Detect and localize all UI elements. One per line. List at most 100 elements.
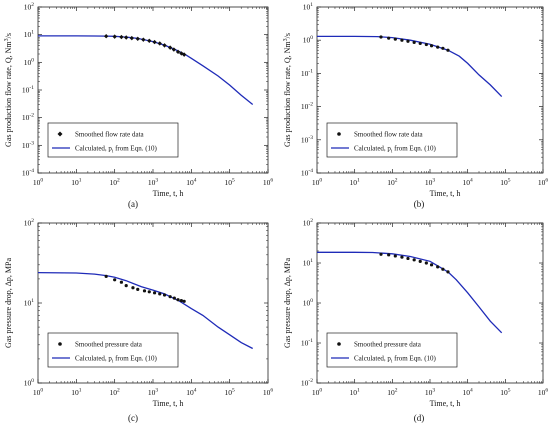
x-tick-label: 104: [186, 178, 197, 188]
x-tick-label: 106: [538, 178, 549, 188]
tick-exponent: 3: [155, 178, 158, 184]
y-axis-label-tail: /s: [4, 33, 13, 38]
tick-base: 10: [312, 178, 320, 187]
legend-label-main: Calculated, p: [75, 355, 112, 363]
data-point: [104, 274, 108, 279]
tick-base: 10: [538, 388, 546, 397]
y-tick-label: 10-1: [22, 85, 34, 95]
data-point: [379, 252, 383, 256]
data-point: [393, 37, 397, 41]
tick-base: 10: [350, 388, 358, 397]
legend-label-tail: from Eqn. (10): [113, 145, 157, 153]
data-point: [400, 38, 404, 42]
tick-exponent: 2: [395, 178, 398, 184]
tick-base: 10: [387, 388, 395, 397]
data-point: [441, 267, 445, 271]
x-tick-label: 101: [71, 388, 82, 398]
data-point: [406, 39, 410, 43]
panel-label: (d): [414, 413, 425, 423]
tick-exponent: -2: [308, 102, 313, 108]
tick-exponent: 2: [310, 218, 313, 224]
legend: Smoothed pressure data Calculated, pi fro…: [326, 332, 458, 368]
legend-label-main: Calculated, p: [354, 145, 391, 153]
tick-exponent: 1: [31, 298, 34, 304]
tick-exponent: 3: [432, 388, 435, 394]
y-tick-label: 10-2: [301, 102, 313, 112]
tick-exponent: -1: [29, 85, 34, 91]
tick-exponent: 6: [545, 178, 548, 184]
legend-marker: [337, 132, 341, 136]
tick-base: 10: [186, 178, 194, 187]
tick-base: 10: [425, 388, 433, 397]
tick-base: 10: [303, 299, 311, 308]
y-axis-label-superscript: 3: [283, 38, 289, 41]
tick-exponent: 5: [508, 178, 511, 184]
x-tick-label: 101: [350, 388, 361, 398]
legend: Smoothed pressure data Calculated, pi fro…: [47, 332, 179, 368]
y-axis-label-main: Gas production flow rate, Q, Nm: [283, 41, 292, 147]
data-point: [412, 40, 416, 44]
legend-marker: [58, 342, 62, 346]
legend-label-markers: Smoothed flow rate data: [75, 131, 145, 139]
y-tick-label: 101: [303, 2, 314, 12]
data-point: [393, 254, 397, 258]
data-point: [179, 299, 183, 303]
tick-base: 10: [24, 219, 32, 228]
data-point: [129, 35, 135, 41]
x-tick-label: 103: [425, 178, 436, 188]
x-tick-label: 102: [110, 388, 121, 398]
x-axis-label: Time, t, h: [153, 189, 184, 198]
tick-exponent: -2: [308, 378, 313, 384]
y-axis-label: Gas pressure drop, Δp, MPa: [283, 258, 292, 348]
y-tick-label: 10-2: [22, 113, 34, 123]
panel-label: (a): [128, 199, 138, 209]
tick-base: 10: [22, 169, 30, 178]
tick-exponent: -2: [29, 113, 34, 119]
data-point: [412, 258, 416, 262]
data-point: [387, 36, 391, 40]
legend-label-subscript: i: [391, 360, 393, 365]
x-tick-label: 101: [350, 178, 361, 188]
data-point: [424, 42, 428, 47]
tick-base: 10: [24, 30, 32, 39]
legend-box: [326, 332, 458, 368]
tick-base: 10: [301, 135, 309, 144]
legend-box: [47, 122, 179, 158]
data-point: [152, 39, 157, 45]
legend-label-main: Calculated, p: [354, 355, 391, 363]
chart-panel-b: 100 101 102 103 104 105 10610-410-310-210-1100…: [283, 2, 548, 209]
y-tick-label: 100: [303, 298, 314, 308]
y-tick-label: 100: [24, 57, 35, 67]
tick-base: 10: [303, 219, 311, 228]
tick-base: 10: [463, 178, 471, 187]
x-tick-label: 101: [71, 178, 82, 188]
tick-exponent: -4: [29, 168, 34, 174]
y-tick-label: 10-4: [22, 168, 34, 178]
legend-label-line: Calculated, pi from Eqn. (10): [354, 145, 437, 155]
data-point: [175, 49, 181, 55]
y-tick-label: 10-3: [22, 140, 34, 150]
tick-exponent: -1: [308, 338, 313, 344]
x-tick-label: 100: [312, 388, 323, 398]
legend-label-markers: Smoothed pressure data: [354, 341, 422, 349]
data-point: [436, 45, 440, 49]
y-tick-label: 102: [303, 218, 314, 228]
tick-base: 10: [24, 379, 32, 388]
data-point: [168, 295, 172, 299]
x-tick-label: 105: [500, 178, 511, 188]
data-point: [424, 261, 428, 265]
tick-exponent: 0: [319, 388, 322, 394]
tick-base: 10: [110, 178, 118, 187]
tick-exponent: 0: [40, 388, 43, 394]
data-point: [157, 41, 162, 46]
tick-base: 10: [350, 178, 358, 187]
tick-exponent: 1: [79, 388, 82, 394]
y-tick-label: 101: [24, 30, 35, 40]
tick-base: 10: [148, 388, 156, 397]
x-tick-label: 104: [186, 388, 197, 398]
tick-exponent: 0: [310, 35, 313, 41]
tick-exponent: 4: [194, 178, 197, 184]
y-axis-label: Gas pressure drop, Δp, MPa: [4, 258, 13, 348]
data-point: [103, 34, 109, 39]
calculated-series-line: [317, 35, 503, 98]
